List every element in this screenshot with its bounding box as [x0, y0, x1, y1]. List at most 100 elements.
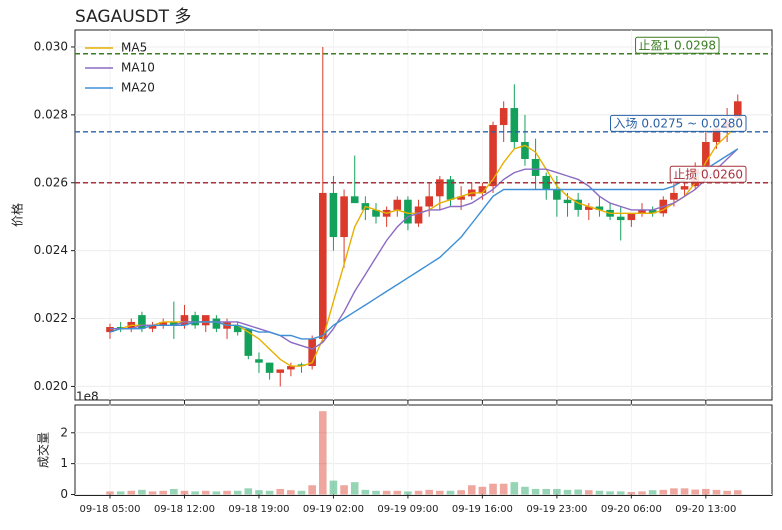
volume-bar — [585, 490, 593, 495]
candle-body — [648, 209, 657, 214]
volume-bar — [680, 488, 689, 495]
candle-body — [201, 315, 210, 326]
y-axis-label: 价格 — [10, 203, 25, 227]
volume-bar — [287, 490, 295, 495]
volume-bar — [638, 491, 646, 495]
volume-bar — [393, 490, 402, 495]
volume-bar — [297, 490, 306, 495]
y-tick-label: 0 — [60, 487, 68, 501]
candle-body — [404, 199, 412, 224]
volume-bar — [276, 488, 285, 495]
volume-bar — [404, 491, 412, 495]
candle-body — [393, 199, 402, 210]
candle-body — [531, 158, 540, 176]
ma-line — [110, 124, 739, 367]
candle-body — [329, 192, 338, 238]
y-tick-label: 2 — [60, 425, 68, 439]
volume-bar — [425, 489, 433, 495]
volume-bar — [436, 490, 444, 495]
candle-body — [138, 315, 146, 329]
volume-axis-label: 成交量 — [36, 432, 51, 468]
volume-bar — [233, 490, 242, 495]
volume-bar — [616, 491, 625, 495]
candle-body — [670, 192, 678, 200]
level-tag-box — [635, 36, 720, 54]
volume-bar — [265, 490, 274, 495]
volume-bar — [499, 483, 508, 495]
volume-bar — [138, 489, 146, 495]
y-tick-label: 0.022 — [34, 311, 68, 325]
volume-bar — [563, 489, 572, 495]
volume-bar — [361, 489, 370, 495]
volume-bar — [457, 490, 465, 495]
candle-body — [510, 108, 519, 143]
volume-panel — [74, 404, 773, 496]
candle-body — [116, 327, 125, 329]
candle-body — [702, 142, 710, 166]
volume-bar — [733, 490, 742, 495]
candle-body — [244, 328, 253, 356]
candle-body — [233, 325, 242, 333]
candle-body — [457, 196, 465, 200]
volume-bar — [531, 488, 540, 495]
price-panel — [74, 29, 773, 401]
volume-bar — [382, 490, 391, 495]
candle-body — [542, 175, 551, 190]
volume-bar — [212, 491, 221, 495]
volume-bar — [712, 489, 721, 495]
candle-body — [265, 362, 274, 373]
candle-body — [191, 315, 199, 326]
x-tick-label: 09-18 12:00 — [154, 504, 215, 515]
level-label: 止损 0.0260 — [673, 167, 743, 181]
volume-bar — [116, 491, 125, 495]
candle-body — [425, 196, 433, 207]
volume-bar — [329, 480, 338, 495]
candle-body — [585, 206, 593, 210]
candle-body — [212, 318, 221, 329]
candle-body — [436, 179, 444, 197]
candle-body — [287, 366, 295, 370]
volume-bar — [180, 490, 189, 495]
x-tick-label: 09-19 02:00 — [303, 504, 364, 515]
candle-body — [159, 321, 167, 326]
volume-bar — [191, 491, 199, 495]
x-tick-label: 09-19 09:00 — [377, 504, 438, 515]
chart-title: SAGAUSDT 多 — [75, 7, 191, 27]
y-tick-label: 0.020 — [34, 379, 68, 393]
volume-bar — [201, 490, 210, 495]
volume-bar — [170, 488, 178, 495]
volume-scale-label: 1e8 — [76, 390, 99, 404]
candle-body — [446, 179, 455, 200]
volume-bar — [414, 490, 423, 495]
candle-body — [148, 325, 157, 329]
candle-body — [478, 186, 487, 193]
candle-body — [180, 315, 189, 326]
candle-body — [414, 206, 423, 224]
volume-bar — [723, 490, 731, 495]
candle-body — [563, 199, 572, 204]
level-label: 止盈1 0.0298 — [639, 38, 716, 52]
level-label: 入场 0.0275 ~ 0.0280 — [614, 116, 743, 130]
volume-bar — [659, 489, 668, 495]
volume-bar — [308, 485, 316, 495]
y-tick-label: 0.030 — [34, 39, 68, 53]
volume-bar — [627, 492, 636, 495]
legend: MA5 MA10 MA20 — [85, 41, 155, 95]
candle-body — [308, 338, 316, 367]
volume-bar — [574, 489, 582, 495]
level-tag: 止损 0.0260 — [669, 165, 747, 183]
volume-bar — [606, 491, 614, 495]
legend-label: MA10 — [121, 61, 155, 75]
volume-bar — [340, 485, 348, 495]
volume-bar — [106, 491, 114, 495]
candle-body — [499, 108, 508, 126]
level-tag-box — [669, 165, 747, 183]
candle-body — [553, 189, 561, 200]
volume-bar — [702, 488, 710, 495]
y-tick-label: 0.028 — [34, 107, 68, 121]
candle-body — [276, 369, 285, 373]
volume-bar — [159, 490, 167, 495]
volume-bar — [510, 482, 519, 495]
volume-bar — [467, 485, 476, 495]
candle-body — [574, 199, 582, 210]
